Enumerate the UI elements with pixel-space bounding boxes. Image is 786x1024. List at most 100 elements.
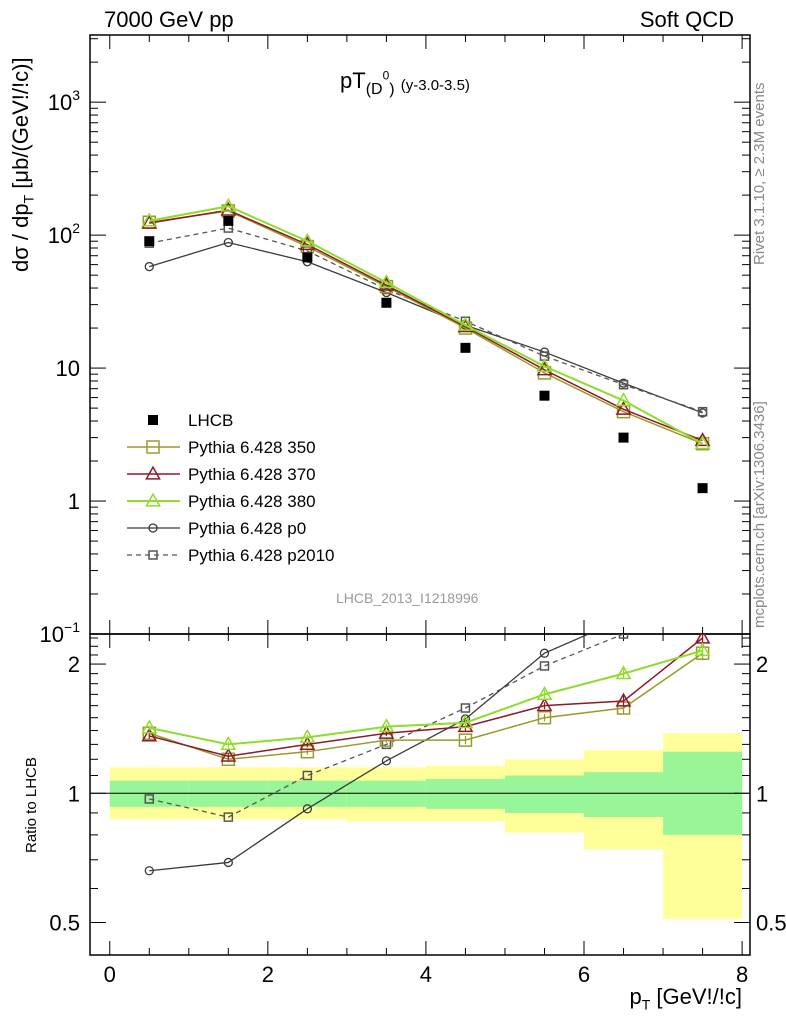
- legend-label-p370: Pythia 6.428 370: [188, 465, 316, 484]
- y-axis-title-unit: [μb/(GeV!/!c)]: [8, 57, 33, 195]
- y-tick-label-exponent: 3: [72, 87, 80, 103]
- series-point-p380: [536, 357, 553, 372]
- y-tick-label-base: 10: [56, 356, 80, 381]
- data-point: [618, 432, 629, 443]
- x-axis-title: pT [GeV!/!c]: [629, 984, 742, 1012]
- plot-title-range: (y-3.0-3.5): [400, 77, 470, 94]
- y-tick-label-base: 10: [48, 223, 72, 248]
- x-tick-label: 8: [736, 962, 748, 987]
- band-inner: [425, 778, 505, 809]
- rivet-label: Rivet 3.1.10, ≥ 2.3M events: [751, 82, 768, 266]
- y-tick-label-exponent: 2: [72, 220, 80, 236]
- ratio-point-p380: [220, 735, 237, 750]
- legend-marker-p0: [148, 523, 158, 533]
- plot-title-close: ): [389, 81, 395, 98]
- legend-marker-p370: [145, 465, 161, 480]
- ratio-tick-label-left: 2: [68, 652, 80, 677]
- y-tick-label: 103: [48, 87, 80, 115]
- series-point-p380: [220, 197, 237, 212]
- series-point-p0: [144, 261, 154, 272]
- ratio-line-p350: [149, 652, 704, 761]
- ratio-point-p380: [457, 714, 474, 729]
- ratio-line-p2010: [149, 634, 625, 818]
- ratio-point-p370: [378, 724, 395, 739]
- legend-label-p2010: Pythia 6.428 p2010: [188, 546, 335, 565]
- x-tick-label: 0: [104, 962, 116, 987]
- series-point-p370: [141, 214, 158, 229]
- series-line-p380: [149, 205, 704, 445]
- y-tick-label-exponent: −1: [64, 619, 80, 635]
- ratio-point-p2010: [302, 770, 313, 781]
- plot-title-sup: 0: [382, 68, 390, 83]
- series-point-p370: [220, 201, 237, 216]
- ratio-point-p380: [378, 718, 395, 733]
- analysis-id: LHCB_2013_I1218996: [336, 590, 479, 606]
- plot-title-main: pT: [340, 68, 366, 93]
- ratio-point-p380: [536, 685, 553, 700]
- ratio-point-p370: [220, 747, 237, 762]
- ratio-point-p2010: [460, 703, 471, 713]
- series-point-p370: [615, 400, 632, 415]
- y-axis-title: dσ / dpT [μb/(GeV!/!c)]: [8, 57, 36, 272]
- ratio-point-p0: [699, 545, 707, 553]
- ratio-point-p370: [141, 727, 158, 742]
- y-axis-title-main: dσ / dp: [8, 203, 33, 272]
- plot-title-sub: (D: [365, 81, 383, 98]
- ratio-frame: [89, 633, 751, 956]
- series-line-p350: [149, 210, 703, 445]
- ratio-point-p370: [299, 735, 316, 750]
- data-point: [302, 252, 313, 263]
- y-tick-label-base: 10: [48, 90, 72, 115]
- x-tick-label: 6: [578, 962, 590, 987]
- legend-label-p0: Pythia 6.428 p0: [188, 519, 306, 538]
- ratio-point-p2010: [144, 794, 155, 804]
- uncertainty-band: [109, 733, 743, 919]
- process-label: Soft QCD: [639, 7, 734, 32]
- ratio-tick-label-right: 0.5: [756, 910, 786, 935]
- y-tick-label: 1: [68, 489, 80, 514]
- series-point-p2010: [697, 406, 708, 417]
- data-point: [697, 483, 708, 494]
- legend-marker-p350: [146, 440, 160, 454]
- ratio-point-p0: [620, 615, 628, 623]
- x-axis-title-unit: [GeV!/!c]: [650, 984, 742, 1009]
- series-point-p380: [615, 392, 632, 407]
- y-tick-label-base: 1: [68, 489, 80, 514]
- main-frame: [89, 34, 751, 635]
- y-tick-label: 10: [56, 356, 80, 381]
- ratio-axis-title: Ratio to LHCB: [23, 757, 40, 853]
- y-axis-title-sub: T: [20, 194, 37, 204]
- series-point-p380: [378, 274, 395, 289]
- ratio-point-p350: [537, 710, 552, 725]
- legend-marker-p380: [145, 492, 161, 507]
- series-line-p2010: [149, 227, 703, 413]
- ratio-tick-label-right: 1: [756, 781, 768, 806]
- data-point: [223, 215, 234, 226]
- ratio-point-p370: [536, 697, 553, 712]
- series-point-p380: [457, 316, 474, 331]
- ratio-series: [141, 545, 711, 876]
- data-point: [539, 390, 550, 401]
- data-point: [460, 342, 471, 353]
- band-inner: [584, 772, 664, 818]
- ratio-line-p370: [149, 637, 704, 757]
- ratio-point-p2010: [618, 634, 629, 639]
- plot-title: pT(D0) (y-3.0-3.5): [340, 68, 470, 98]
- ratio-point-p2010: [223, 812, 234, 822]
- ratio-point-p370: [457, 718, 474, 733]
- y-tick-label: 102: [48, 220, 80, 248]
- series-point-p380: [694, 435, 711, 450]
- ratio-point-p370: [615, 692, 632, 707]
- legend: LHCB Pythia 6.428 350 Pythia 6.428 370 Pyth…: [127, 411, 335, 565]
- ratio-tick-label-left: 0.5: [49, 910, 80, 935]
- legend-marker-data: [148, 415, 158, 425]
- mcplots-label: mcplots.cern.ch [arXiv:1306.3436]: [751, 401, 768, 628]
- ratio-tick-label-right: 2: [756, 652, 768, 677]
- ratio-point-p0: [539, 648, 550, 658]
- ratio-point-p0: [223, 857, 233, 868]
- x-axis-title-sub: T: [641, 996, 651, 1013]
- ratio-point-p0: [302, 804, 313, 814]
- band-inner: [504, 775, 585, 813]
- ratio-point-p0: [144, 866, 154, 876]
